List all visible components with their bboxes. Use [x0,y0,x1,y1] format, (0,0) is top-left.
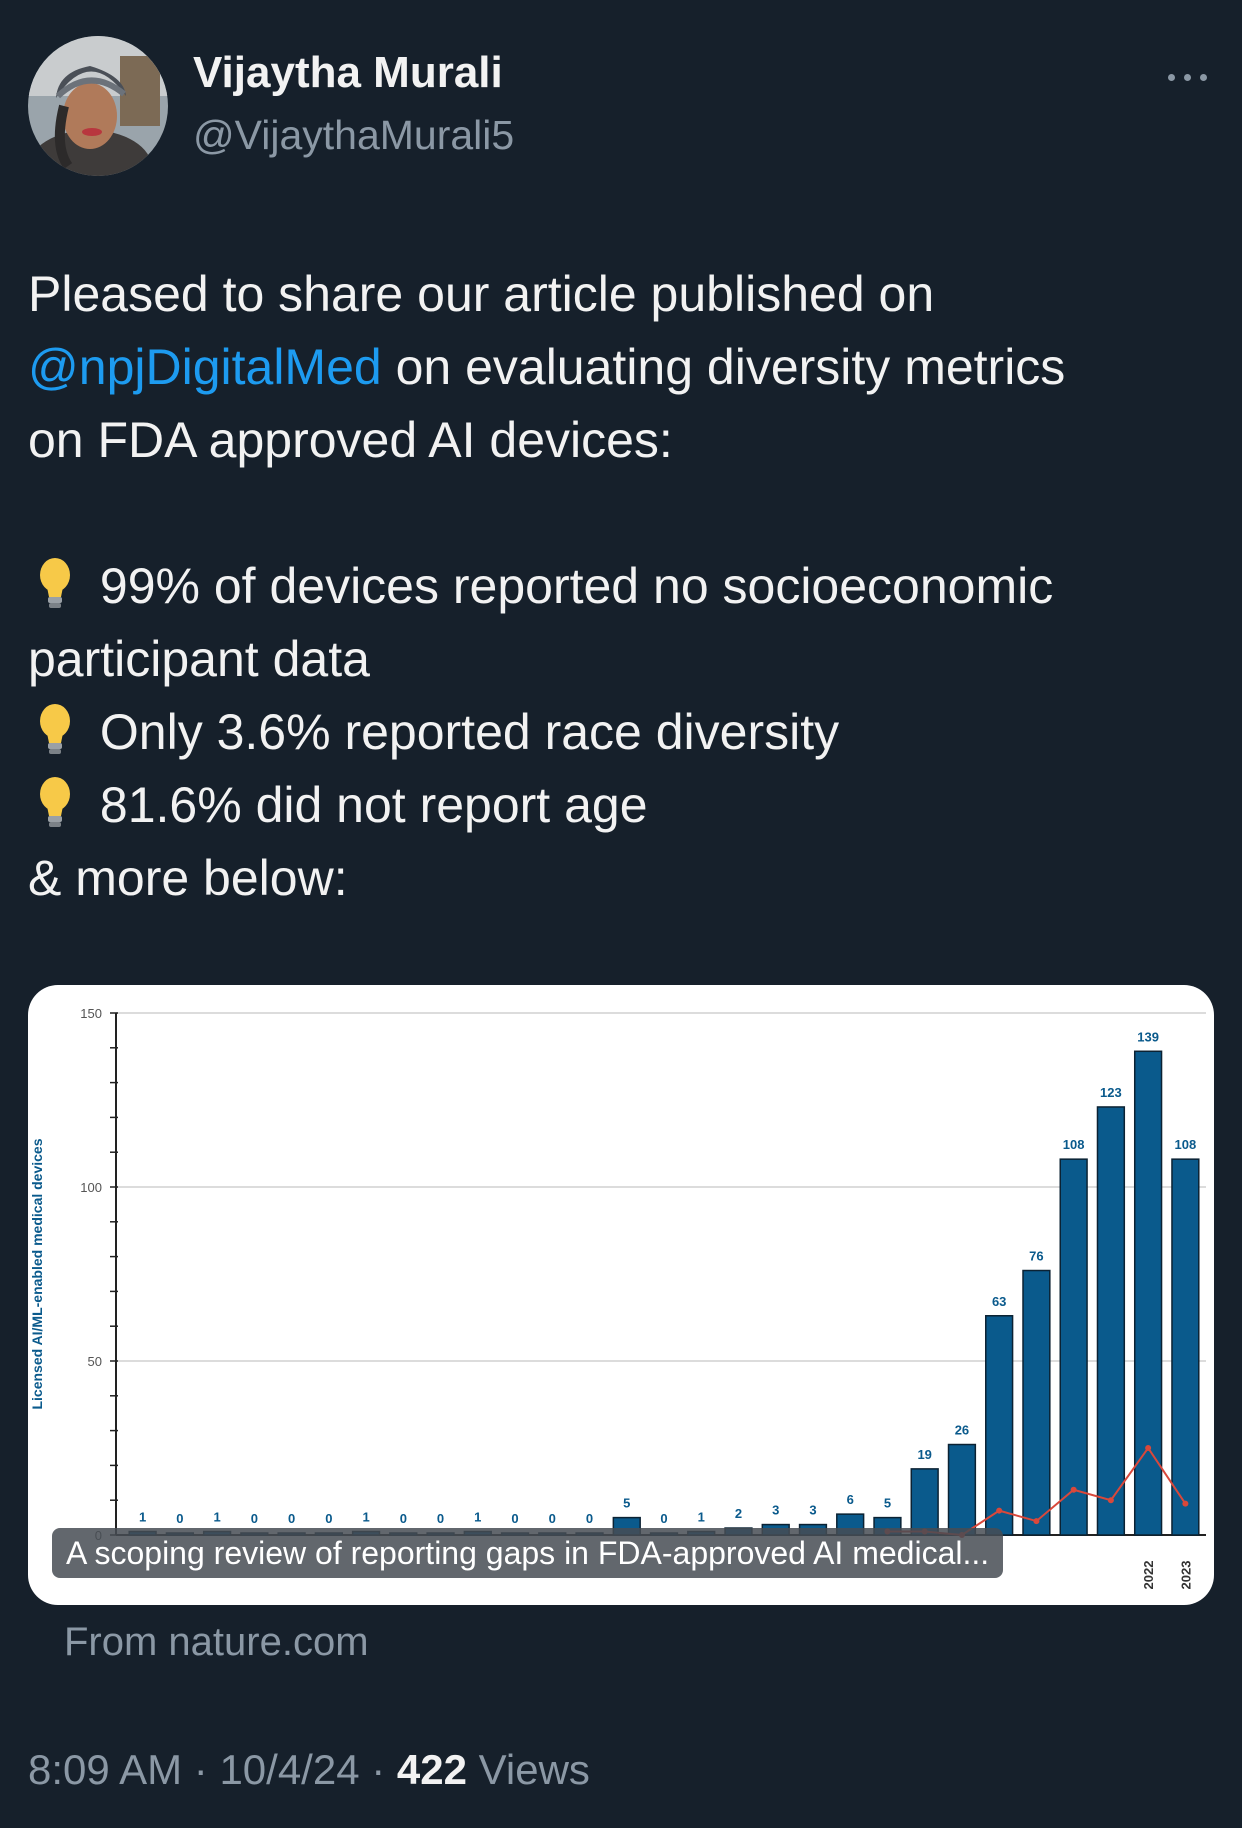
views-count: 422 [396,1746,467,1793]
data-label: 1 [362,1510,369,1525]
bar [1022,1269,1051,1536]
author-name[interactable]: Vijaytha Murali [193,48,503,97]
x-tick-label: 2022 [1141,1561,1156,1590]
author-handle[interactable]: @VijaythaMurali5 [193,112,515,158]
data-label: 5 [884,1496,891,1511]
data-label: 5 [623,1496,630,1511]
tweet-time[interactable]: 8:09 AM [28,1746,183,1793]
tweet-text: Pleased to share our article published o… [28,258,1218,915]
bar [1096,1106,1126,1536]
y-tick-label: 50 [88,1354,102,1369]
link-source[interactable]: From nature.com [64,1620,369,1664]
data-label: 63 [992,1294,1006,1309]
bar [1171,1158,1200,1536]
tweet-date[interactable]: 10/4/24 [219,1746,360,1793]
tweet-line: on FDA approved AI devices: [28,412,673,468]
views-label: Views [466,1746,590,1793]
tweet-meta: 8:09 AM · 10/4/24 · 422 Views [28,1746,590,1793]
data-label: 0 [549,1511,556,1526]
data-label: 1 [213,1510,220,1525]
data-label: 1 [698,1510,705,1525]
avatar[interactable] [28,36,168,176]
data-label: 2 [735,1506,742,1521]
data-label: 0 [586,1511,593,1526]
tweet-line: @npjDigitalMed on evaluating diversity m… [28,339,1066,395]
y-tick-label: 150 [80,1006,102,1021]
lightbulb-icon [28,553,86,613]
data-label: 0 [251,1511,258,1526]
data-label: 3 [809,1503,816,1518]
data-label: 0 [176,1511,183,1526]
lightbulb-icon [28,699,86,759]
bar [1133,1050,1163,1536]
data-label: 1 [474,1510,481,1525]
data-label: 0 [437,1511,444,1526]
link-card-caption[interactable]: A scoping review of reporting gaps in FD… [52,1528,1004,1578]
bar-chart: 050100150Licensed AI/ML-enabled medical … [29,1006,1206,1590]
data-label: 1 [139,1510,146,1525]
tweet-line: Pleased to share our article published o… [28,266,935,322]
tweet-line: & more below: [28,850,348,906]
data-label: 0 [288,1511,295,1526]
link-card[interactable]: 050100150Licensed AI/ML-enabled medical … [28,985,1214,1605]
x-tick-label: 2023 [1178,1561,1193,1590]
y-axis-label: Licensed AI/ML-enabled medical devices [29,1138,45,1409]
tweet-bullet: 99% of devices reported no socioeconomic [28,550,1218,623]
data-label: 108 [1063,1137,1085,1152]
y-tick-label: 100 [80,1180,102,1195]
more-options-icon[interactable] [1166,62,1210,92]
bar [985,1315,1014,1536]
data-label: 0 [660,1511,667,1526]
data-label: 0 [325,1511,332,1526]
bar [1059,1158,1088,1536]
data-label: 0 [511,1511,518,1526]
data-label: 26 [955,1423,969,1438]
data-label: 6 [847,1492,854,1507]
data-label: 108 [1175,1137,1197,1152]
tweet-bullet: 81.6% did not report age [28,769,1218,842]
bar [947,1443,977,1536]
bar [910,1468,939,1536]
data-label: 139 [1137,1029,1159,1044]
data-label: 123 [1100,1085,1122,1100]
data-label: 0 [400,1511,407,1526]
lightbulb-icon [28,772,86,832]
mention-link[interactable]: @npjDigitalMed [28,339,382,395]
data-label: 3 [772,1503,779,1518]
data-label: 19 [917,1447,931,1462]
tweet-line: participant data [28,631,370,687]
tweet-bullet: Only 3.6% reported race diversity [28,696,1218,769]
data-label: 76 [1029,1249,1043,1264]
